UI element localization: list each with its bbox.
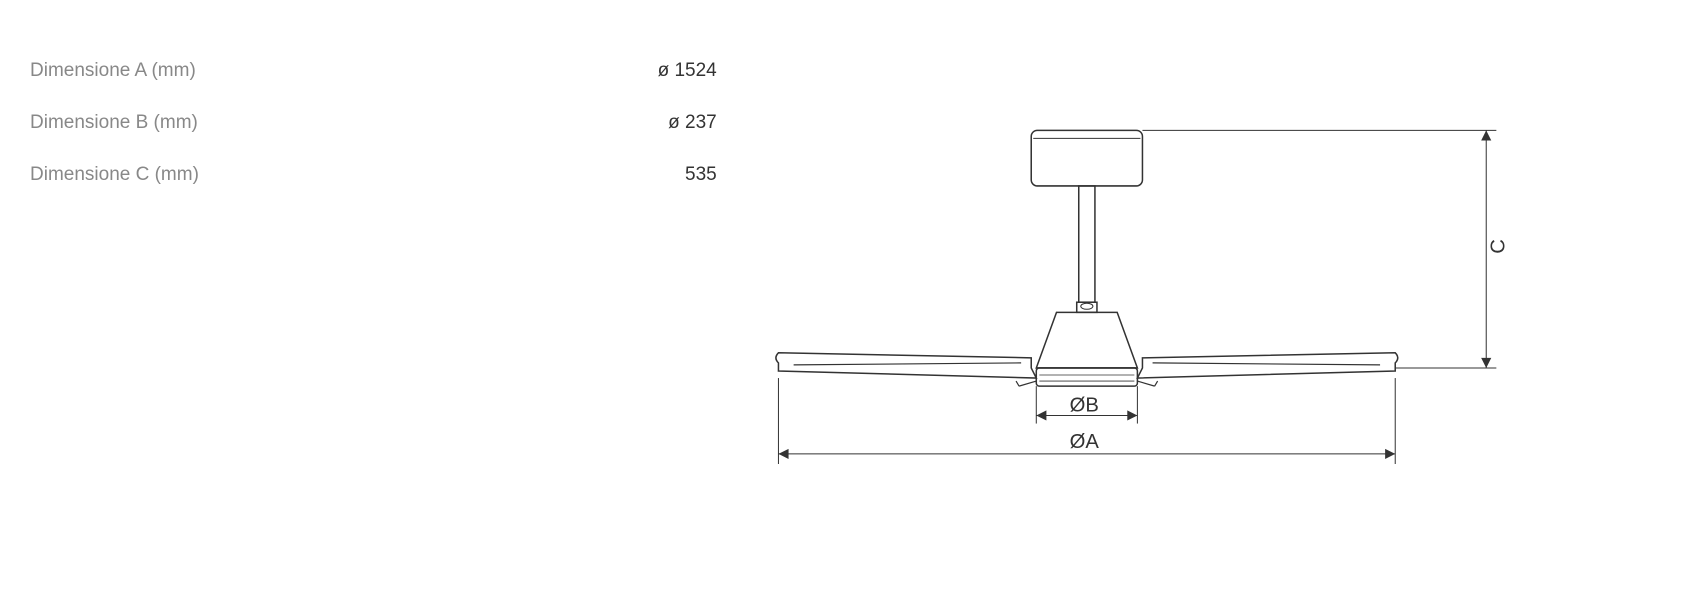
spec-label: Dimensione C (mm) bbox=[30, 164, 199, 186]
fan-blade-left bbox=[776, 353, 1036, 386]
spec-label: Dimensione A (mm) bbox=[30, 60, 196, 82]
spec-value: 535 bbox=[685, 164, 747, 186]
spec-row: Dimensione B (mm) ø 237 bbox=[30, 112, 747, 134]
spec-row: Dimensione C (mm) 535 bbox=[30, 164, 747, 186]
coupling bbox=[1076, 302, 1096, 312]
spec-row: Dimensione A (mm) ø 1524 bbox=[30, 60, 747, 82]
fan-blade-right bbox=[1137, 353, 1397, 386]
fan-diagram: C ØB ØA bbox=[747, 100, 1659, 555]
dimension-a-label: ØA bbox=[1069, 431, 1099, 453]
dimension-c-label: C bbox=[1487, 239, 1509, 254]
spec-label: Dimensione B (mm) bbox=[30, 112, 198, 134]
motor-housing bbox=[1036, 312, 1137, 386]
specs-table: Dimensione A (mm) ø 1524 Dimensione B (m… bbox=[30, 50, 747, 555]
dimension-b-label: ØB bbox=[1069, 394, 1098, 416]
dimension-c: C bbox=[1142, 130, 1509, 368]
spec-value: ø 1524 bbox=[658, 60, 747, 82]
dimension-a: ØA bbox=[778, 378, 1395, 464]
downrod bbox=[1079, 186, 1095, 302]
spec-value: ø 237 bbox=[668, 112, 747, 134]
ceiling-mount bbox=[1031, 130, 1142, 186]
diagram-panel: C ØB ØA bbox=[747, 50, 1659, 555]
dimension-b: ØB bbox=[1036, 386, 1137, 423]
